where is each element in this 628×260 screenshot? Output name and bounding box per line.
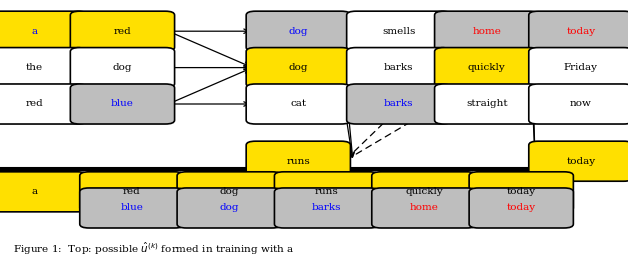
FancyBboxPatch shape xyxy=(177,188,281,228)
FancyBboxPatch shape xyxy=(372,172,476,212)
Text: straight: straight xyxy=(466,100,507,108)
FancyBboxPatch shape xyxy=(70,84,175,124)
FancyBboxPatch shape xyxy=(469,188,573,228)
FancyBboxPatch shape xyxy=(469,172,573,212)
FancyBboxPatch shape xyxy=(80,172,184,212)
FancyBboxPatch shape xyxy=(529,84,628,124)
FancyBboxPatch shape xyxy=(177,172,281,212)
FancyBboxPatch shape xyxy=(372,188,476,228)
Text: now: now xyxy=(570,100,592,108)
Text: barks: barks xyxy=(384,100,413,108)
Text: barks: barks xyxy=(384,63,413,72)
FancyBboxPatch shape xyxy=(70,11,175,51)
Text: home: home xyxy=(409,204,438,212)
Text: Figure 1:  Top: possible $\hat{u}^{(k)}$ formed in training with a: Figure 1: Top: possible $\hat{u}^{(k)}$ … xyxy=(13,241,294,257)
Text: smells: smells xyxy=(382,27,416,36)
Text: red: red xyxy=(114,27,131,36)
FancyBboxPatch shape xyxy=(274,172,379,212)
FancyBboxPatch shape xyxy=(0,11,87,51)
Text: runs: runs xyxy=(315,187,338,196)
FancyBboxPatch shape xyxy=(70,48,175,88)
Text: red: red xyxy=(26,100,43,108)
FancyBboxPatch shape xyxy=(246,11,350,51)
FancyBboxPatch shape xyxy=(435,84,539,124)
FancyBboxPatch shape xyxy=(246,48,350,88)
Text: blue: blue xyxy=(111,100,134,108)
FancyBboxPatch shape xyxy=(246,141,350,181)
Text: quickly: quickly xyxy=(405,187,443,196)
Text: blue: blue xyxy=(121,204,143,212)
Text: a: a xyxy=(31,27,38,36)
Text: runs: runs xyxy=(286,157,310,166)
FancyBboxPatch shape xyxy=(435,11,539,51)
Text: the: the xyxy=(26,63,43,72)
Text: today: today xyxy=(507,204,536,212)
Text: cat: cat xyxy=(290,100,306,108)
FancyBboxPatch shape xyxy=(274,188,379,228)
Text: a: a xyxy=(31,187,38,196)
Text: dog: dog xyxy=(288,63,308,72)
Text: today: today xyxy=(566,157,595,166)
FancyBboxPatch shape xyxy=(529,11,628,51)
FancyBboxPatch shape xyxy=(0,84,87,124)
FancyBboxPatch shape xyxy=(80,188,184,228)
Text: quickly: quickly xyxy=(468,63,506,72)
FancyBboxPatch shape xyxy=(529,48,628,88)
FancyBboxPatch shape xyxy=(246,84,350,124)
Text: home: home xyxy=(472,27,501,36)
Text: dog: dog xyxy=(112,63,133,72)
FancyBboxPatch shape xyxy=(529,141,628,181)
FancyBboxPatch shape xyxy=(435,48,539,88)
FancyBboxPatch shape xyxy=(347,84,451,124)
Text: barks: barks xyxy=(312,204,341,212)
FancyBboxPatch shape xyxy=(347,11,451,51)
Text: dog: dog xyxy=(219,204,239,212)
Text: dog: dog xyxy=(219,187,239,196)
FancyBboxPatch shape xyxy=(0,48,87,88)
Text: red: red xyxy=(123,187,141,196)
Text: Friday: Friday xyxy=(564,63,598,72)
Text: today: today xyxy=(507,187,536,196)
FancyBboxPatch shape xyxy=(347,48,451,88)
FancyBboxPatch shape xyxy=(0,172,87,212)
Text: today: today xyxy=(566,27,595,36)
Text: dog: dog xyxy=(288,27,308,36)
